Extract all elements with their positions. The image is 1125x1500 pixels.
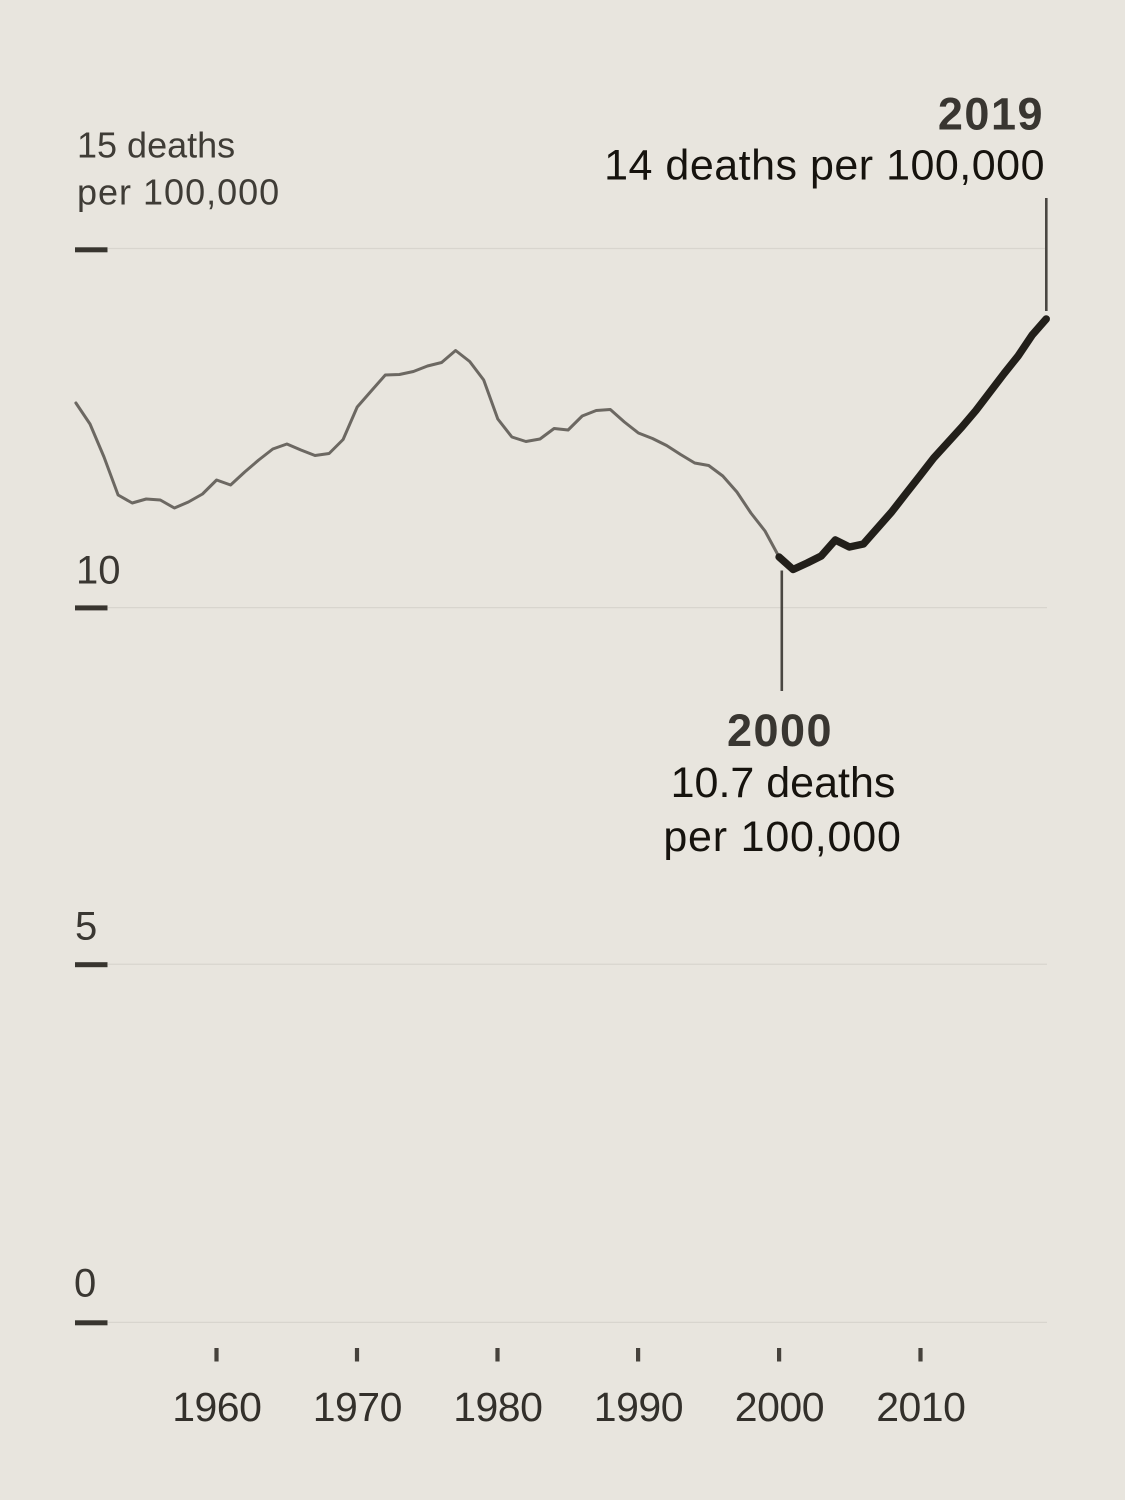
svg-text:10.7 deaths: 10.7 deaths [671, 759, 896, 807]
svg-text:2000: 2000 [727, 705, 833, 756]
svg-text:2019: 2019 [938, 88, 1044, 139]
svg-text:1990: 1990 [594, 1384, 683, 1430]
svg-text:5: 5 [75, 905, 97, 949]
svg-text:1970: 1970 [313, 1384, 402, 1430]
svg-text:10: 10 [76, 548, 121, 592]
svg-text:2010: 2010 [876, 1384, 965, 1430]
svg-text:2000: 2000 [735, 1384, 824, 1430]
svg-text:1960: 1960 [172, 1384, 261, 1430]
svg-text:0: 0 [74, 1262, 96, 1306]
svg-text:per 100,000: per 100,000 [77, 172, 280, 213]
svg-text:14 deaths per 100,000: 14 deaths per 100,000 [604, 141, 1045, 189]
svg-text:per 100,000: per 100,000 [663, 813, 901, 861]
svg-text:1980: 1980 [453, 1384, 542, 1430]
svg-text:15 deaths: 15 deaths [77, 124, 235, 165]
